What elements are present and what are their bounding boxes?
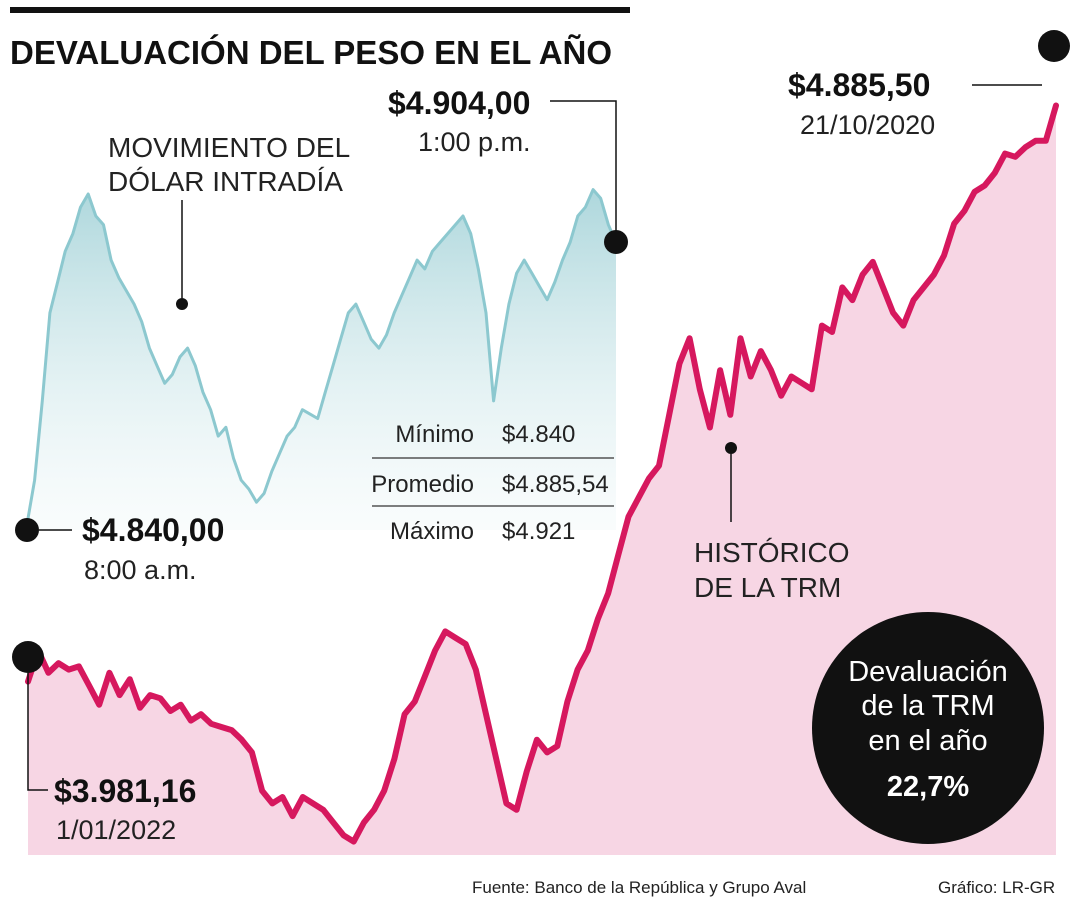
stat-avg-value: $4.885,54 xyxy=(502,471,609,498)
intraday-label-line1: MOVIMIENTO DEL xyxy=(108,132,350,163)
intraday-end-dot xyxy=(604,230,628,254)
intraday-label-dot xyxy=(176,298,188,310)
intraday-end-time: 1:00 p.m. xyxy=(418,127,531,157)
stat-min-label: Mínimo xyxy=(395,421,474,448)
trm-label-line2: DE LA TRM xyxy=(694,572,841,603)
trm-label-dot xyxy=(725,442,737,454)
intraday-line xyxy=(25,188,618,525)
trm-label-line1: HISTÓRICO xyxy=(694,537,850,568)
title-rule xyxy=(10,7,630,13)
devaluation-line3: en el año xyxy=(868,725,987,757)
devaluation-line2: de la TRM xyxy=(861,690,994,722)
intraday-area xyxy=(27,189,616,530)
trm-line xyxy=(25,102,1059,845)
intraday-end-value: $4.904,00 xyxy=(388,85,530,121)
stat-max-value: $4.921 xyxy=(502,518,575,545)
trm-end-value: $4.885,50 xyxy=(788,67,930,103)
trm-end-dot xyxy=(1038,30,1070,62)
intraday-start-time: 8:00 a.m. xyxy=(84,555,197,585)
chart-title: DEVALUACIÓN DEL PESO EN EL AÑO xyxy=(10,34,612,71)
trm-start-date: 1/01/2022 xyxy=(56,815,176,845)
stat-min-value: $4.840 xyxy=(502,421,575,448)
trm-series xyxy=(25,102,1059,855)
trm-start-value: $3.981,16 xyxy=(54,773,196,809)
stats-table: Mínimo $4.840 Promedio $4.885,54 Máximo … xyxy=(371,421,614,545)
stat-avg-label: Promedio xyxy=(371,471,474,498)
intraday-start-dot xyxy=(15,518,39,542)
intraday-start-value: $4.840,00 xyxy=(82,512,224,548)
trm-end-date: 21/10/2020 xyxy=(800,110,935,140)
trm-start-leader xyxy=(27,673,48,791)
devaluation-value: 22,7% xyxy=(887,771,969,803)
trm-area xyxy=(28,105,1056,855)
footer-credit: Gráfico: LR-GR xyxy=(938,878,1055,897)
trm-start-dot xyxy=(12,641,44,673)
stat-max-label: Máximo xyxy=(390,518,474,545)
intraday-series xyxy=(25,188,618,530)
intraday-end-leader xyxy=(550,100,617,236)
intraday-label-line2: DÓLAR INTRADÍA xyxy=(108,166,343,197)
devaluation-bubble xyxy=(812,612,1044,844)
devaluation-line1: Devaluación xyxy=(848,656,1008,688)
footer-source: Fuente: Banco de la República y Grupo Av… xyxy=(472,878,806,897)
